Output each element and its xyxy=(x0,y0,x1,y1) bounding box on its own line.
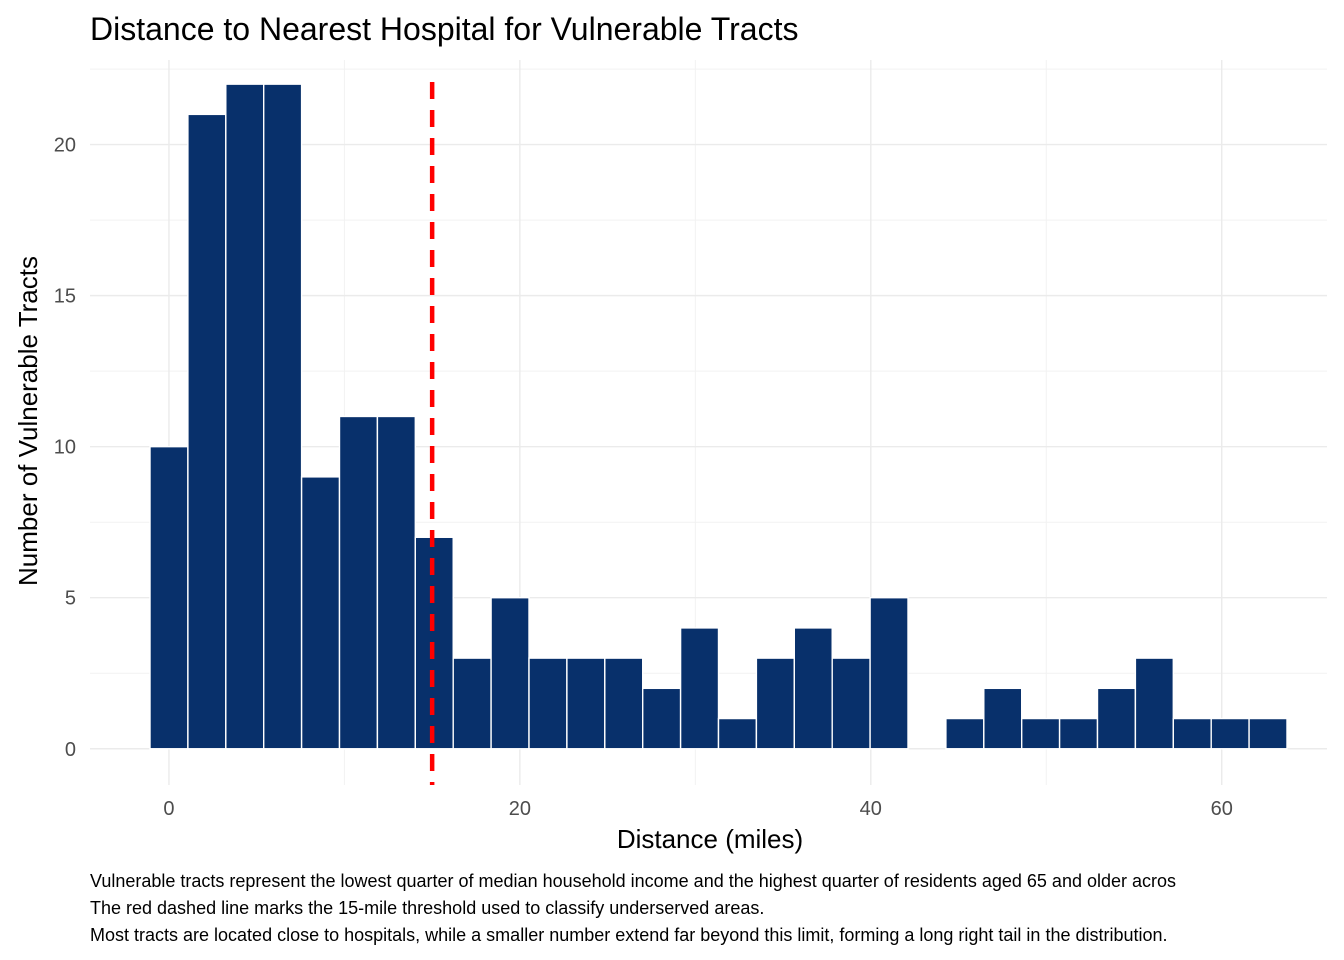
histogram-bar xyxy=(1172,717,1212,750)
histogram-bar xyxy=(1210,717,1250,750)
axis-ticks: 0 20 40 60 0 5 10 15 20 xyxy=(54,135,1233,820)
histogram-bar xyxy=(717,717,758,750)
histogram-bar xyxy=(149,445,189,750)
caption-line-2: The red dashed line marks the 15-mile th… xyxy=(90,898,764,918)
histogram-bar xyxy=(831,657,871,750)
histogram-bar xyxy=(983,687,1023,750)
histogram-bar xyxy=(945,717,985,750)
histogram-bar xyxy=(1248,717,1288,750)
histogram-bar xyxy=(1096,687,1137,750)
histogram-bar xyxy=(1058,717,1099,750)
histogram-bar xyxy=(793,627,833,750)
histogram-bar xyxy=(1020,717,1061,750)
y-tick-label: 5 xyxy=(65,588,76,610)
chart-caption: Vulnerable tracts represent the lowest q… xyxy=(90,871,1176,945)
histogram-bar xyxy=(338,415,379,750)
x-tick-label: 20 xyxy=(509,798,531,820)
x-tick-label: 40 xyxy=(860,798,882,820)
histogram-bar xyxy=(452,657,492,750)
y-tick-label: 20 xyxy=(54,135,76,157)
histogram-bar xyxy=(263,83,303,750)
histogram-bars xyxy=(149,83,1288,750)
histogram-bar xyxy=(566,657,606,750)
x-tick-label: 0 xyxy=(163,798,174,820)
histogram-bar xyxy=(1134,657,1174,750)
histogram-bar xyxy=(376,415,417,750)
histogram-bar xyxy=(642,687,682,750)
caption-line-3: Most tracts are located close to hospita… xyxy=(90,925,1168,945)
chart-title: Distance to Nearest Hospital for Vulnera… xyxy=(90,11,798,47)
y-tick-label: 10 xyxy=(54,437,76,459)
histogram-bar xyxy=(679,627,720,750)
x-axis-title: Distance (miles) xyxy=(617,824,803,854)
histogram-bar xyxy=(490,597,530,750)
y-tick-label: 0 xyxy=(65,739,76,761)
histogram-bar xyxy=(187,113,227,750)
histogram-bar xyxy=(604,657,644,750)
histogram-bar xyxy=(300,476,341,750)
histogram-bar xyxy=(755,657,796,750)
caption-line-1: Vulnerable tracts represent the lowest q… xyxy=(90,871,1176,891)
x-tick-label: 60 xyxy=(1211,798,1233,820)
y-axis-title: Number of Vulnerable Tracts xyxy=(13,256,43,586)
histogram-bar xyxy=(528,657,568,750)
histogram-bar xyxy=(869,597,909,750)
y-tick-label: 15 xyxy=(54,286,76,308)
histogram-bar xyxy=(225,83,265,750)
